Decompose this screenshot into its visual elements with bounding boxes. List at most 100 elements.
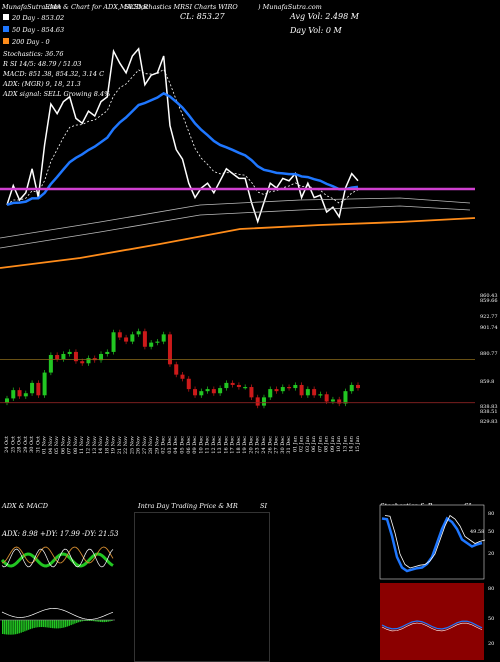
candle-body (312, 389, 317, 396)
macd-bar (50, 620, 52, 628)
candle-body (142, 331, 147, 347)
date-label: 04 Dec (173, 436, 179, 454)
date-label: 15 Jan (355, 435, 361, 452)
date-label: 01 Jan (292, 435, 298, 452)
candle-body (180, 374, 185, 379)
date-label: 05 Nov (54, 436, 60, 454)
macd-bar (101, 620, 104, 623)
date-label: 26 Dec (267, 436, 273, 454)
date-label: 25 Oct (10, 436, 16, 453)
candle-body (205, 389, 210, 392)
price-axis-label: 829.83 (480, 419, 498, 425)
macd-bar (63, 620, 65, 628)
date-label: 21 Nov (117, 436, 123, 454)
macd-bar (5, 620, 8, 635)
date-label: 31 Dec (286, 436, 292, 454)
date-label: 25 Nov (129, 436, 135, 454)
date-label: 24 Oct (4, 436, 10, 453)
indicator-stoch: Stochastics: 36.76 (3, 50, 64, 58)
candle-body (67, 351, 72, 354)
date-label: 18 Nov (104, 436, 110, 454)
header-stoch-title: SLStochastics MR (125, 3, 186, 11)
stoch-box (379, 504, 485, 580)
price-axis-label: 922.77 (480, 314, 498, 320)
date-label: 26 Nov (136, 436, 142, 454)
macd-bar (111, 620, 113, 621)
date-label: 09 Dec (192, 436, 198, 454)
candle-body (193, 389, 198, 396)
macd-bar (29, 620, 32, 630)
date-label: 03 Dec (167, 436, 173, 454)
macd-bar (76, 620, 78, 623)
date-label: 24 Dec (261, 436, 267, 454)
date-label: 11 Nov (79, 436, 85, 454)
candle-body (73, 351, 78, 362)
date-label: 01 Nov (42, 436, 48, 454)
candle-body (337, 399, 342, 404)
indicator-macd: MACD: 851.38, 854.32, 3.14 C (3, 70, 105, 78)
stoch-value: 49.58 (470, 529, 484, 535)
macd-bar (9, 620, 11, 635)
macd-bar (51, 620, 54, 629)
candle-body (5, 398, 9, 403)
indicator-rsi: R SI 14/5: 48.79 / 51.03 (3, 60, 82, 68)
date-label: 06 Nov (60, 436, 66, 454)
candle-body (80, 361, 85, 364)
macd-bar (35, 620, 37, 628)
candle-body (224, 382, 229, 389)
adx-panel: ADX & MACD ADX: 8.98 +DY: 17.99 -DY: 21.… (0, 500, 120, 660)
macd-bar (16, 620, 19, 634)
macd-bar (46, 620, 48, 628)
macd-bar (37, 620, 39, 628)
candle-body (111, 332, 116, 352)
avg-volume: Avg Vol: 2.498 M (290, 12, 359, 21)
indicator-adx-signal: ADX signal: SELL Growing 8.4% (3, 90, 111, 98)
date-label: 13 Nov (92, 436, 98, 454)
candle-body (274, 389, 279, 392)
envelope-lower (0, 205, 471, 249)
macd-bar (14, 620, 17, 635)
macd-bar (39, 620, 41, 628)
candle-body (318, 394, 323, 396)
macd-bar (13, 620, 15, 635)
macd-bar (40, 620, 43, 628)
macd-bar (53, 620, 56, 629)
header-site: MunafaSutra.com (2, 3, 62, 11)
date-label: 20 Dec (248, 436, 254, 454)
date-label: 08 Nov (73, 436, 79, 454)
date-label: 04 Nov (48, 436, 54, 454)
macd-bar (20, 620, 22, 633)
price-axis-label: 880.77 (480, 351, 498, 357)
macd-bar (92, 620, 95, 622)
close-price: CL: 853.27 (180, 12, 225, 21)
ema200-line (0, 217, 476, 269)
macd-bar (90, 620, 93, 621)
candle-body (186, 378, 191, 390)
macd-bar (18, 620, 21, 634)
date-label: 07 Nov (67, 436, 73, 454)
stoch-k-line (381, 516, 483, 573)
macd-bar (66, 620, 69, 627)
stoch-axis-label: 20 (488, 551, 494, 557)
macd-bar (59, 620, 61, 629)
date-label: 06 Jan (311, 435, 317, 452)
macd-bar (103, 620, 106, 623)
macd-bar (85, 620, 87, 621)
candle-body (30, 382, 35, 394)
candle-body (218, 388, 223, 394)
macd-bar (7, 620, 9, 635)
date-label: 12 Nov (85, 436, 91, 454)
candle-body (105, 351, 110, 354)
intraday-panel-si: SI (260, 502, 268, 510)
minus-di-line (1, 548, 114, 568)
candle-body (343, 391, 348, 404)
stoch-d-line (384, 514, 486, 569)
stoch-axis-label: 80 (488, 511, 494, 517)
candle-body (42, 372, 47, 396)
date-label: 27 Nov (142, 436, 148, 454)
macd-bar (61, 620, 63, 628)
macd-bar (33, 620, 35, 628)
price-axis-label: 838.51 (480, 409, 498, 415)
price-axis-label: 860.43 (480, 293, 498, 299)
legend-ema50: 50 Day - 854.63 (3, 26, 64, 34)
